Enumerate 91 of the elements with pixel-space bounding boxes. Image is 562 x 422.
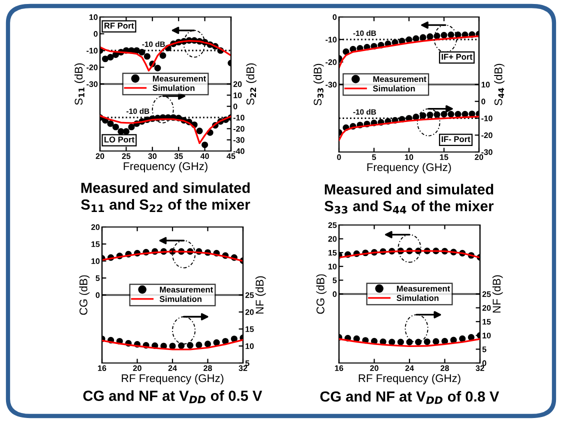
legend-label: Measurement <box>396 286 450 292</box>
y2-tick-label: 0 <box>481 98 486 104</box>
y2-tick-label: 0 <box>233 104 238 110</box>
y-tick-label: -10 <box>86 48 98 54</box>
y2-axis-title: S$_{44}$ (dB) <box>494 64 504 106</box>
x-tick-label: 32 <box>238 365 248 372</box>
x-tick-label: 35 <box>174 153 183 160</box>
x-tick-label: 28 <box>440 365 449 371</box>
x-tick-label: 16 <box>98 365 106 371</box>
x-tick-label: 40 <box>200 153 209 159</box>
x-tick-label: 10 <box>405 154 414 160</box>
y-tick-label: 20 <box>328 236 337 242</box>
legend-label: Simulation <box>372 85 415 92</box>
y-tick-label: 15 <box>328 250 337 256</box>
y2-tick-label: -20 <box>481 132 492 138</box>
x-tick-label: 24 <box>168 365 177 371</box>
text: CG and NF at V$_{DD}$ of 0.8 V <box>320 390 500 404</box>
y2-tick-label: -30 <box>233 137 244 143</box>
y-tick-label: 20 <box>91 224 100 230</box>
y2-tick-label: -20 <box>233 126 244 132</box>
y-axis-title: S$_{11}$ (dB) <box>74 63 85 105</box>
legend-label: Measurement <box>152 76 206 82</box>
y-axis-title: S$_{33}$ (dB) <box>313 64 324 106</box>
x-tick-label: 30 <box>148 153 157 160</box>
x-tick-label: 25 <box>122 153 130 159</box>
y2-tick-label: -10 <box>233 114 244 120</box>
y-tick-label: -10 <box>326 36 337 42</box>
x-tick-label: 20 <box>370 365 378 371</box>
y-tick-label: 10 <box>328 264 337 270</box>
y-tick-label: 15 <box>91 241 100 247</box>
y-tick-label: 5 <box>332 278 337 284</box>
y-axis-title: CG (dB) <box>316 274 327 314</box>
y2-tick-label: 25 <box>245 292 254 298</box>
y2-tick-label: 25 <box>482 291 491 297</box>
y-tick-label: 0 <box>94 31 98 37</box>
x-tick-label: 20 <box>474 154 484 160</box>
y2-tick-label: 20 <box>233 81 242 87</box>
legend-label: Simulation <box>160 296 202 302</box>
x-tick-label: 0 <box>337 154 341 160</box>
y-tick-label: -30 <box>86 81 98 88</box>
annotation: LO Port <box>104 136 134 143</box>
y2-tick-label: 20 <box>482 305 491 311</box>
annotation: IF+ Port <box>442 54 472 60</box>
x-axis-title: Frequency (GHz) <box>367 162 451 174</box>
y2-tick-label: 10 <box>234 92 242 98</box>
y2-tick-label: 5 <box>482 346 486 352</box>
y2-tick-label: 0 <box>482 360 486 366</box>
annotation: IF- Port <box>442 136 470 142</box>
x-tick-label: 16 <box>335 365 344 371</box>
x-tick-label: 32 <box>476 365 484 372</box>
annotation: RF Port <box>104 22 134 29</box>
y-tick-label: 5 <box>96 275 100 281</box>
x-axis-title: Frequency (GHz) <box>124 162 208 172</box>
y2-tick-label: 10 <box>482 332 491 338</box>
y2-tick-label: -30 <box>481 149 492 156</box>
y2-axis-title: NF (dB) <box>492 275 503 313</box>
y2-tick-label: -40 <box>233 148 244 154</box>
y-tick-label: 0 <box>332 291 337 297</box>
y2-tick-label: 15 <box>482 318 491 325</box>
text: CG and NF at V$_{DD}$ of 0.5 V <box>83 390 262 404</box>
y2-tick-label: 5 <box>245 360 250 366</box>
y2-tick-label: 10 <box>246 343 254 349</box>
x-axis-title: RF Frequency (GHz) <box>358 374 460 384</box>
y2-axis-title: NF (dB) <box>255 276 266 314</box>
y2-tick-label: -10 <box>481 116 492 122</box>
x-tick-label: 20 <box>133 365 142 371</box>
y-tick-label: 10 <box>91 258 100 264</box>
y2-tick-label: 20 <box>245 309 254 315</box>
x-tick-label: 45 <box>226 153 236 159</box>
x-tick-label: 15 <box>440 154 448 160</box>
y2-tick-label: 10 <box>482 82 490 88</box>
legend-label: Simulation <box>396 294 438 301</box>
legend-label: Simulation <box>152 84 194 91</box>
x-tick-label: 28 <box>204 365 212 371</box>
text: Measured and simulated S$_{33}$ and S$_{44}$ of the mixer <box>324 184 494 214</box>
y-tick-label: 25 <box>328 222 337 228</box>
legend-label: Measurement <box>373 76 426 82</box>
text: Measured and simulated S$_{11}$ and S$_{22}$ of the mixer <box>81 182 250 212</box>
y-tick-label: 10 <box>89 14 98 20</box>
y-tick-label: 0 <box>332 14 337 20</box>
y-tick-label: -30 <box>326 82 337 88</box>
y-tick-label: 0 <box>96 292 100 298</box>
x-tick-label: 5 <box>372 154 376 160</box>
x-axis-title: RF Frequency (GHz) <box>122 374 224 384</box>
y2-axis-title: S$_{22}$ (dB) <box>246 63 256 105</box>
legend-label: Measurement <box>160 286 214 293</box>
x-tick-label: 24 <box>405 365 414 371</box>
y-tick-label: -20 <box>326 59 337 65</box>
y-tick-label: -20 <box>86 64 98 70</box>
y2-tick-label: 15 <box>246 326 254 332</box>
y-axis-title: CG (dB) <box>79 275 90 315</box>
